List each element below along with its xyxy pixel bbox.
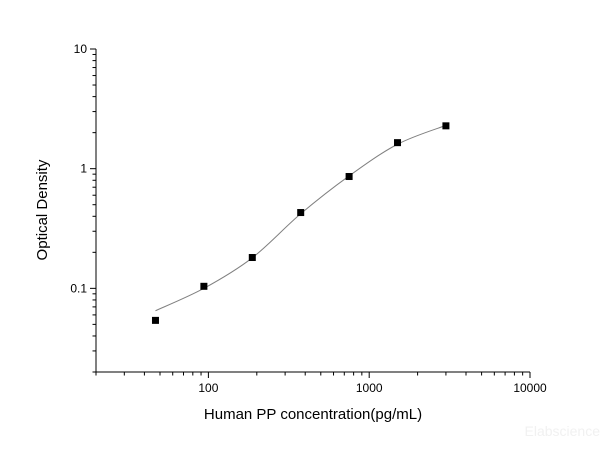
axes <box>90 49 530 378</box>
data-point <box>249 254 256 261</box>
watermark: Elabscience <box>525 423 600 439</box>
y-tick-label: 10 <box>74 42 88 56</box>
x-tick-label: 1000 <box>356 381 383 395</box>
data-point <box>346 173 353 180</box>
data-point <box>200 283 207 290</box>
data-points <box>152 122 449 324</box>
y-tick-labels: 0.1 1 10 <box>70 42 87 295</box>
y-tick-label: 1 <box>80 162 87 176</box>
x-axis-label: Human PP concentration(pg/mL) <box>204 406 422 423</box>
data-point <box>152 317 159 324</box>
x-tick-label: 10000 <box>513 381 547 395</box>
x-tick-labels: 100 1000 10000 <box>198 381 547 395</box>
x-tick-label: 100 <box>198 381 218 395</box>
fit-curve <box>155 125 445 310</box>
data-point <box>442 122 449 129</box>
y-tick-label: 0.1 <box>70 281 87 295</box>
y-axis-label: Optical Density <box>34 159 51 260</box>
data-point <box>297 209 304 216</box>
data-point <box>394 139 401 146</box>
